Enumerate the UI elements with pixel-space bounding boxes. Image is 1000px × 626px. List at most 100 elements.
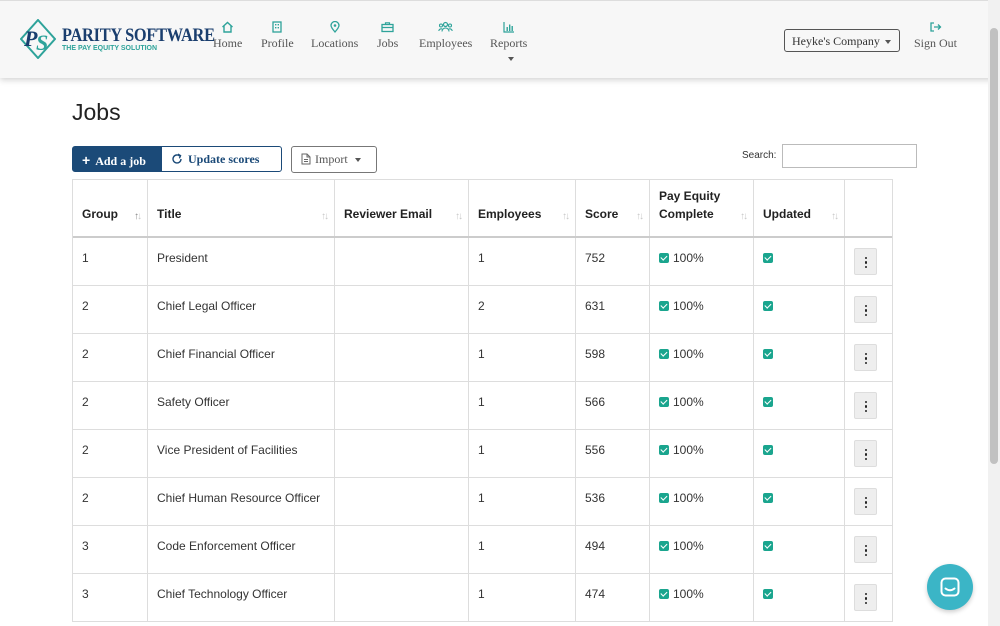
sort-icon: ↑↓ — [321, 211, 329, 222]
kebab-dot-icon — [865, 601, 868, 604]
page-scrollbar[interactable] — [988, 0, 1000, 626]
cell-reviewer-email — [335, 286, 469, 333]
cell-updated — [754, 286, 845, 333]
nav-profile[interactable]: Profile — [261, 21, 294, 51]
company-selector[interactable]: Heyke's Company — [784, 29, 900, 52]
scrollbar-thumb[interactable] — [990, 28, 998, 464]
row-actions-button[interactable] — [854, 248, 877, 275]
kebab-dot-icon — [865, 409, 868, 412]
nav-reports[interactable]: Reports — [490, 21, 527, 66]
kebab-dot-icon — [865, 401, 868, 404]
cell-employees-text: 2 — [478, 299, 485, 313]
cell-title-text: Chief Human Resource Officer — [157, 491, 321, 505]
bar-chart-icon — [503, 22, 514, 33]
kebab-dot-icon — [865, 549, 868, 552]
kebab-dot-icon — [865, 505, 868, 508]
cell-employees: 1 — [469, 430, 576, 477]
nav-locations-label: Locations — [311, 36, 359, 50]
row-actions-button[interactable] — [854, 296, 877, 323]
row-actions-button[interactable] — [854, 584, 877, 611]
cell-actions — [845, 478, 892, 525]
cell-pay-equity: 100% — [650, 334, 754, 381]
checkbox-checked-icon — [659, 397, 669, 407]
checkbox-checked-icon — [659, 253, 669, 263]
pay-equity-value: 100% — [673, 347, 704, 361]
update-scores-button[interactable]: Update scores — [161, 146, 282, 172]
chevron-down-icon — [885, 40, 891, 44]
cell-employees-text: 1 — [478, 539, 485, 553]
kebab-dot-icon — [865, 257, 868, 260]
kebab-dot-icon — [865, 545, 868, 548]
chat-launcher-button[interactable] — [927, 564, 973, 610]
cell-reviewer-email — [335, 382, 469, 429]
parity-software-logo[interactable]: P S PARITY SOFTWARE THE PAY EQUITY SOLUT… — [20, 19, 215, 61]
sign-out-icon — [930, 22, 942, 32]
checkbox-checked-icon — [763, 445, 773, 455]
row-actions-button[interactable] — [854, 488, 877, 515]
checkbox-checked-icon — [763, 301, 773, 311]
row-actions-button[interactable] — [854, 344, 877, 371]
cell-reviewer-email — [335, 478, 469, 525]
cell-pay-equity: 100% — [650, 286, 754, 333]
nav-home[interactable]: Home — [213, 21, 242, 51]
column-header-updated[interactable]: Updated ↑↓ — [754, 180, 845, 236]
cell-score: 566 — [576, 382, 650, 429]
pay-equity-value: 100% — [673, 587, 704, 601]
search-input[interactable] — [782, 144, 917, 168]
column-header-score[interactable]: Score ↑↓ — [576, 180, 650, 236]
jobs-table: Group ↑↓ Title ↑↓ Reviewer Email ↑↓ Employe… — [72, 179, 893, 622]
row-actions-button[interactable] — [854, 440, 877, 467]
cell-score: 598 — [576, 334, 650, 381]
table-row: 3 Code Enforcement Officer 1 494 100% — [73, 526, 892, 574]
column-header-title[interactable]: Title ↑↓ — [148, 180, 335, 236]
kebab-dot-icon — [865, 553, 868, 556]
kebab-dot-icon — [865, 265, 868, 268]
kebab-dot-icon — [865, 313, 868, 316]
import-dropdown[interactable]: Import — [291, 146, 377, 173]
table-row: 2 Safety Officer 1 566 100% — [73, 382, 892, 430]
pay-equity-value: 100% — [673, 539, 704, 553]
cell-employees: 1 — [469, 478, 576, 525]
sign-out-label: Sign Out — [914, 36, 958, 50]
cell-group: 2 — [73, 478, 148, 525]
cell-score: 536 — [576, 478, 650, 525]
pay-equity-value: 100% — [673, 251, 704, 265]
cell-employees-text: 1 — [478, 251, 485, 265]
column-header-group[interactable]: Group ↑↓ — [73, 180, 148, 236]
checkbox-checked-icon — [763, 349, 773, 359]
nav-locations[interactable]: Locations — [311, 21, 358, 51]
cell-pay-equity: 100% — [650, 430, 754, 477]
nav-jobs[interactable]: Jobs — [377, 21, 398, 51]
svg-text:S: S — [36, 30, 48, 55]
cell-score-text: 631 — [585, 299, 606, 313]
row-actions-button[interactable] — [854, 392, 877, 419]
nav-employees[interactable]: Employees — [419, 21, 472, 51]
pay-equity-value: 100% — [673, 443, 704, 457]
cell-updated — [754, 574, 845, 621]
row-actions-button[interactable] — [854, 536, 877, 563]
pay-equity-value: 100% — [673, 299, 704, 313]
cell-employees-text: 1 — [478, 347, 485, 361]
checkbox-checked-icon — [659, 493, 669, 503]
cell-group-text: 2 — [82, 395, 89, 409]
checkbox-checked-icon — [763, 253, 773, 263]
cell-group-text: 2 — [82, 443, 89, 457]
cell-score: 752 — [576, 238, 650, 285]
kebab-dot-icon — [865, 305, 868, 308]
brand-title: PARITY SOFTWARE — [62, 25, 215, 46]
cell-employees-text: 1 — [478, 587, 485, 601]
cell-group-text: 1 — [82, 251, 89, 265]
column-header-reviewer-email[interactable]: Reviewer Email ↑↓ — [335, 180, 469, 236]
kebab-dot-icon — [865, 501, 868, 504]
cell-title-text: Vice President of Facilities — [157, 443, 298, 457]
column-header-pay-equity[interactable]: Pay Equity Complete ↑↓ — [650, 180, 754, 236]
column-header-employees[interactable]: Employees ↑↓ — [469, 180, 576, 236]
checkbox-checked-icon — [763, 493, 773, 503]
kebab-dot-icon — [865, 453, 868, 456]
add-job-button[interactable]: + Add a job — [72, 146, 161, 172]
sign-out-button[interactable]: Sign Out — [914, 21, 957, 51]
building-icon — [272, 21, 282, 33]
file-icon — [301, 153, 311, 165]
checkbox-checked-icon — [763, 589, 773, 599]
nav-jobs-label: Jobs — [377, 36, 399, 50]
